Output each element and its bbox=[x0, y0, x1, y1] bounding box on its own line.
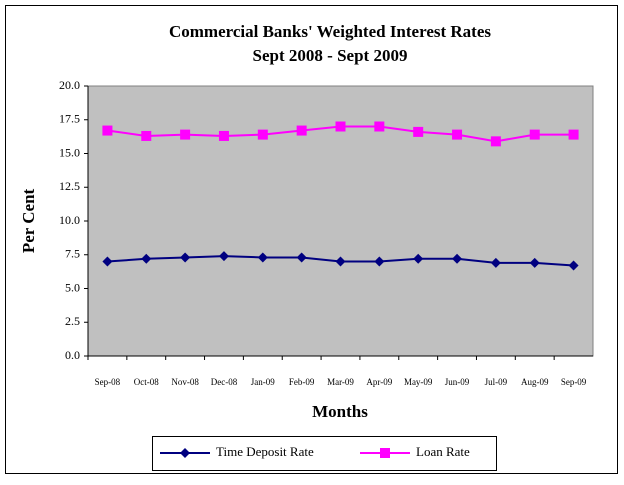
y-tick-label: 2.5 bbox=[65, 314, 80, 328]
y-tick-label: 12.5 bbox=[59, 179, 80, 193]
marker bbox=[218, 251, 229, 262]
marker bbox=[335, 121, 346, 132]
x-tick-label: Nov-08 bbox=[171, 377, 199, 387]
marker bbox=[413, 253, 424, 264]
marker bbox=[257, 129, 268, 140]
chart-title: Commercial Banks' Weighted Interest Rate… bbox=[169, 22, 491, 41]
marker bbox=[529, 129, 540, 140]
y-tick-label: 7.5 bbox=[65, 247, 80, 261]
marker bbox=[180, 252, 191, 263]
marker bbox=[296, 252, 307, 263]
marker bbox=[141, 253, 152, 264]
marker bbox=[296, 125, 307, 136]
chart-subtitle: Sept 2008 - Sept 2009 bbox=[253, 46, 408, 65]
y-tick-label: 10.0 bbox=[59, 213, 80, 227]
legend-marker bbox=[380, 448, 390, 458]
x-tick-label: Mar-09 bbox=[327, 377, 354, 387]
marker bbox=[218, 130, 229, 141]
y-axis-label: Per Cent bbox=[19, 188, 38, 253]
x-tick-label: Dec-08 bbox=[211, 377, 238, 387]
marker bbox=[257, 252, 268, 263]
marker bbox=[490, 136, 501, 147]
x-tick-label: Apr-09 bbox=[366, 377, 392, 387]
marker bbox=[180, 129, 191, 140]
y-tick-label: 17.5 bbox=[59, 112, 80, 126]
marker bbox=[529, 257, 540, 268]
x-tick-label: Sep-08 bbox=[95, 377, 121, 387]
marker bbox=[413, 126, 424, 137]
x-tick-label: Sep-09 bbox=[561, 377, 587, 387]
y-tick-label: 20.0 bbox=[59, 78, 80, 92]
marker bbox=[568, 129, 579, 140]
x-tick-label: May-09 bbox=[404, 377, 433, 387]
x-tick-label: Aug-09 bbox=[521, 377, 549, 387]
legend-label: Time Deposit Rate bbox=[216, 444, 314, 459]
marker bbox=[452, 253, 463, 264]
marker bbox=[141, 130, 152, 141]
x-tick-label: Feb-09 bbox=[289, 377, 315, 387]
x-axis-label: Months bbox=[312, 402, 368, 421]
y-tick-label: 15.0 bbox=[59, 145, 80, 159]
marker bbox=[335, 256, 346, 267]
x-tick-label: Jan-09 bbox=[251, 377, 275, 387]
legend-label: Loan Rate bbox=[416, 444, 470, 459]
marker bbox=[374, 256, 385, 267]
marker bbox=[490, 257, 501, 268]
marker bbox=[452, 129, 463, 140]
x-tick-label: Oct-08 bbox=[134, 377, 159, 387]
marker bbox=[102, 256, 113, 267]
y-tick-label: 5.0 bbox=[65, 280, 80, 294]
marker bbox=[568, 260, 579, 271]
y-tick-label: 0.0 bbox=[65, 348, 80, 362]
x-tick-label: Jul-09 bbox=[485, 377, 508, 387]
legend-marker bbox=[180, 448, 190, 458]
marker bbox=[102, 125, 113, 136]
marker bbox=[374, 121, 385, 132]
x-tick-label: Jun-09 bbox=[445, 377, 470, 387]
